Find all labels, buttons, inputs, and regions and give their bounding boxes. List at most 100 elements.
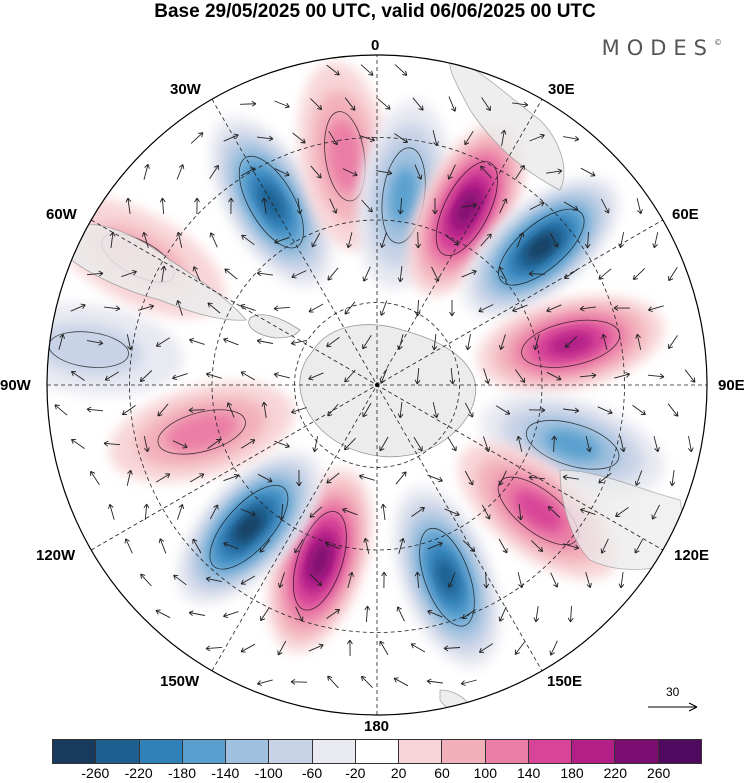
colorbar-cell	[226, 740, 270, 763]
wind-arrow	[360, 64, 374, 76]
wind-arrow	[86, 406, 104, 413]
wind-arrow	[464, 402, 474, 418]
wind-arrow	[189, 473, 205, 483]
wind-arrow	[296, 198, 303, 215]
wind-arrow	[326, 64, 340, 76]
anomaly-center	[177, 450, 321, 604]
wind-arrow	[551, 435, 558, 453]
anomaly-contour	[326, 119, 364, 194]
wind-arrow	[309, 98, 323, 111]
wind-arrow	[327, 267, 339, 281]
wind-arrow	[585, 572, 592, 589]
wind-arrow	[70, 438, 85, 449]
wind-arrow	[364, 605, 371, 623]
anomaly-field	[47, 61, 665, 668]
colorbar-tick-label: -220	[124, 765, 153, 781]
colorbar-cell	[615, 740, 659, 763]
wind-arrow	[495, 405, 511, 415]
wind-arrow	[517, 503, 524, 521]
wind-arrow	[256, 135, 274, 142]
wind-arrow	[295, 606, 304, 622]
contour-line	[157, 409, 246, 455]
wind-arrow	[567, 605, 574, 623]
wind-arrow	[498, 266, 508, 282]
wind-arrow	[310, 573, 323, 587]
wind-arrow	[121, 269, 137, 278]
label-lon-90w: 90W	[0, 377, 31, 394]
wind-arrow	[598, 268, 612, 280]
wind-arrow	[634, 538, 644, 554]
wind-arrow	[172, 440, 188, 449]
wind-arrow	[465, 334, 472, 351]
wind-arrow	[292, 132, 306, 144]
wind-arrow	[308, 372, 324, 381]
wind-arrow	[342, 507, 358, 516]
wind-arrow	[613, 305, 631, 311]
wind-arrow	[239, 100, 257, 107]
wind-arrow	[176, 231, 183, 248]
colorbar-ticks: -260 -220 -180 -140 -100 -60 -20 20 60 100 140 180 2…	[0, 765, 750, 783]
wind-arrow	[481, 97, 491, 112]
wind-arrow	[415, 231, 421, 249]
label-lon-120e: 120E	[674, 547, 710, 564]
wind-arrow	[379, 232, 387, 248]
wind-arrow	[311, 232, 321, 248]
wind-arrow	[619, 436, 626, 453]
wind-arrow	[563, 201, 579, 211]
wind-arrow	[273, 305, 291, 312]
wind-arrow	[223, 337, 239, 346]
wind-arrow	[175, 300, 183, 316]
wind-arrow	[207, 438, 221, 450]
wind-arrow	[205, 576, 222, 583]
wind-arrow	[90, 470, 100, 485]
anomaly-contour	[309, 541, 331, 580]
wind-arrow	[157, 403, 169, 417]
anomaly-contour	[236, 513, 262, 541]
wind-arrow	[224, 268, 238, 280]
wind-arrow	[108, 503, 115, 520]
wind-arrow	[273, 372, 290, 379]
wind-arrow	[141, 231, 149, 248]
contour-line	[209, 484, 289, 570]
wind-arrow	[635, 333, 642, 350]
wind-arrow	[342, 168, 358, 177]
wind-arrow	[618, 232, 625, 249]
wind-arrow	[241, 234, 255, 246]
colorbar-cell	[96, 740, 140, 763]
wind-arrow	[652, 232, 659, 249]
wind-arrow	[188, 407, 206, 413]
wind-arrow	[155, 473, 171, 483]
wind-arrow	[381, 571, 387, 589]
wind-arrow	[362, 402, 372, 418]
contour-line	[324, 111, 366, 202]
wind-arrow	[172, 373, 188, 381]
wind-arrow	[379, 300, 388, 316]
colorbar-cell	[355, 740, 400, 763]
wind-arrow	[600, 538, 609, 554]
wind-arrow	[256, 270, 273, 277]
wind-arrow	[274, 236, 290, 245]
wind-arrow	[684, 369, 696, 383]
anomaly-contour	[527, 234, 556, 260]
label-lon-90e: 90E	[718, 377, 745, 394]
wind-arrow	[296, 469, 302, 487]
wind-arrow	[109, 231, 116, 248]
wind-arrow	[598, 472, 612, 484]
wind-arrow	[379, 368, 388, 384]
wind-arrow	[498, 470, 507, 486]
wind-arrow	[240, 643, 256, 653]
wind-arrow	[398, 537, 405, 554]
wind-arrow	[498, 538, 508, 554]
wind-arrow	[412, 97, 424, 111]
wind-arrow	[410, 643, 426, 653]
graticule	[47, 55, 707, 715]
wind-arrow	[481, 504, 491, 520]
wind-arrow	[411, 506, 425, 517]
wind-arrow	[432, 130, 439, 147]
wind-arrow	[460, 679, 477, 686]
wind-arrow	[138, 304, 155, 311]
colorbar-cell	[312, 740, 356, 763]
wind-arrow	[512, 304, 528, 313]
wind-arrow	[512, 101, 529, 108]
wind-arrow	[126, 334, 133, 351]
